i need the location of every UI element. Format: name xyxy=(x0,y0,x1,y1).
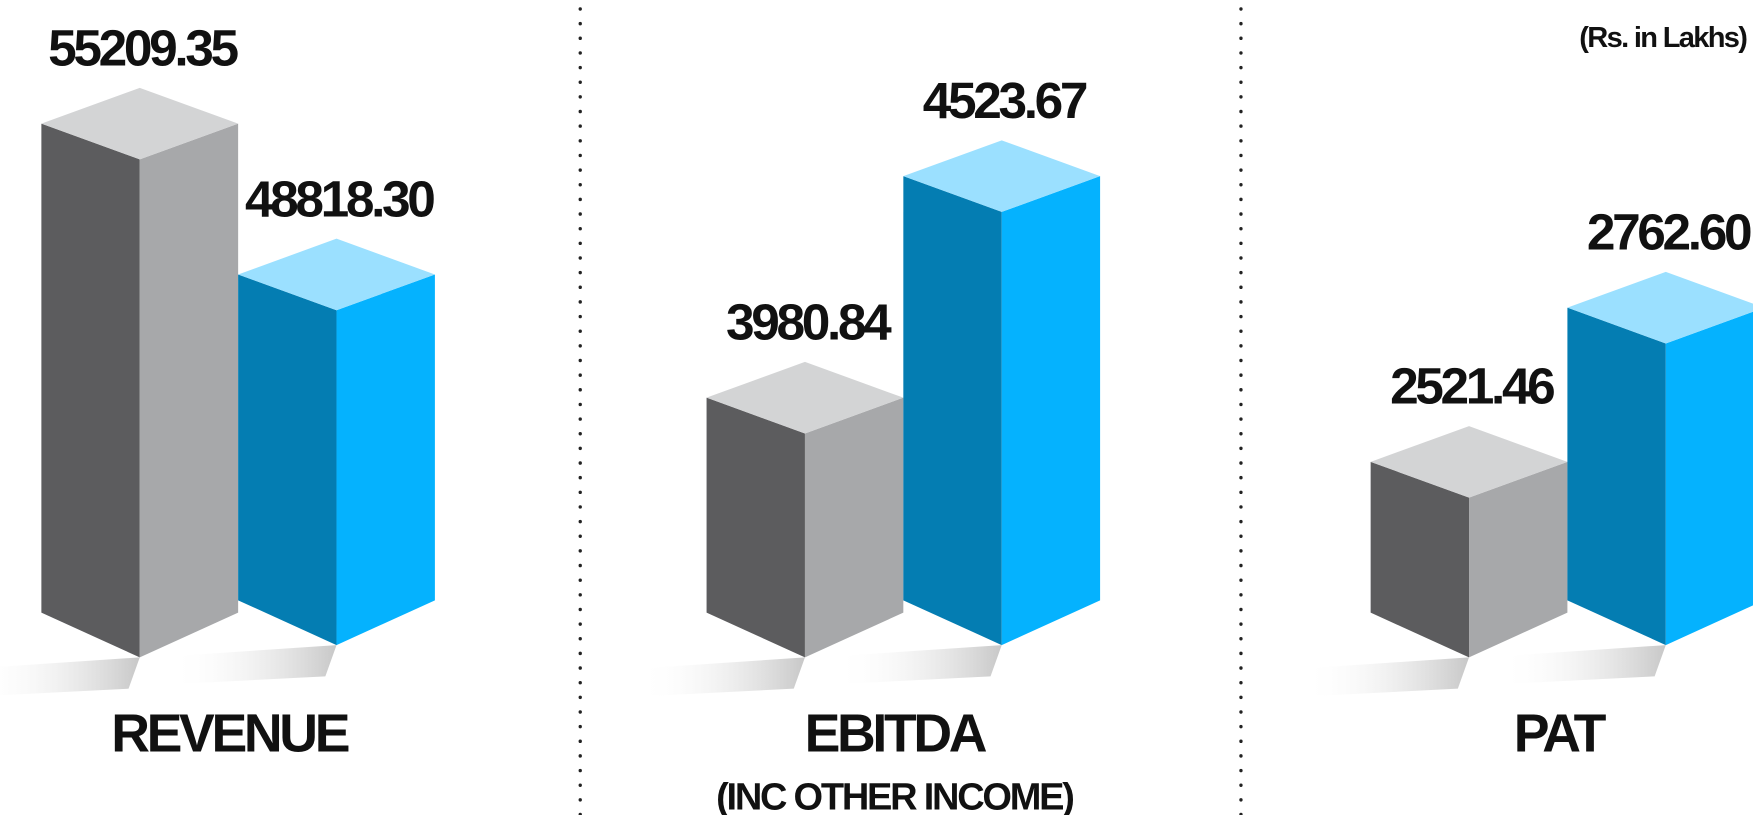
bar-left-face xyxy=(903,176,1002,646)
bar xyxy=(1370,426,1568,658)
bar-left-face xyxy=(1567,307,1666,646)
bar-right-face xyxy=(139,123,239,658)
value-label: 55209.35 xyxy=(48,18,238,76)
bar xyxy=(238,238,435,646)
bar-right-face xyxy=(1469,461,1568,658)
panel-title: PAT xyxy=(1514,703,1607,763)
bar-shadow xyxy=(1500,645,1666,685)
value-label: 2762.60 xyxy=(1587,203,1751,261)
panel-subtitle: (INC OTHER INCOME) xyxy=(716,776,1073,815)
bar-top-face xyxy=(706,361,904,434)
bar-shadow xyxy=(171,645,337,685)
bar xyxy=(903,140,1101,646)
bar-right-face xyxy=(336,274,435,646)
bar-right-face xyxy=(804,397,904,658)
bar-shadow xyxy=(836,645,1002,685)
bar-left-face xyxy=(706,397,805,658)
unit-note: (Rs. in Lakhs) xyxy=(1579,22,1747,54)
bar-shadow xyxy=(1303,657,1470,697)
bar-left-face xyxy=(41,123,140,658)
bar-top-face xyxy=(1370,426,1568,498)
bar-shadow xyxy=(639,657,805,697)
panel-title: EBITDA xyxy=(805,703,987,763)
bar-top-face xyxy=(238,238,435,311)
value-label: 2521.46 xyxy=(1390,357,1554,415)
panel-title: REVENUE xyxy=(111,703,348,763)
bar xyxy=(1567,271,1753,646)
bar-right-face xyxy=(1665,311,1753,646)
value-label: 3980.84 xyxy=(726,293,892,351)
bar xyxy=(41,87,239,658)
bar-left-face xyxy=(1370,461,1470,658)
bar-left-face xyxy=(238,274,337,646)
bar-top-face xyxy=(41,87,239,160)
value-label: 4523.67 xyxy=(923,71,1087,129)
bar-right-face xyxy=(1001,176,1101,646)
value-label: 48818.30 xyxy=(245,169,434,227)
bar-shadow xyxy=(0,657,140,696)
bar-top-face xyxy=(903,140,1101,212)
bar xyxy=(706,361,904,658)
bar-top-face xyxy=(1567,271,1753,344)
